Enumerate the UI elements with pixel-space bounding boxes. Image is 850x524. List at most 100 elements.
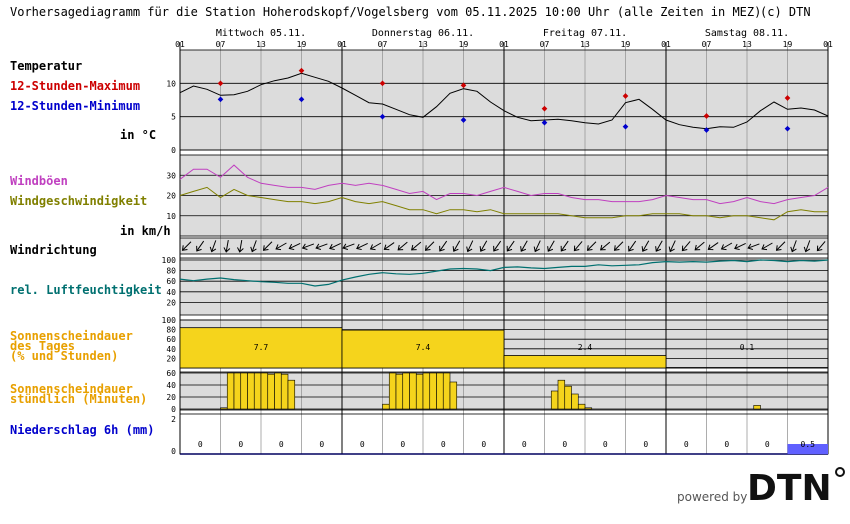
sunshine-hourly-bar xyxy=(442,372,451,410)
max-label: 12-Stunden-Maximum xyxy=(10,79,140,93)
sunshine-hourly-bar xyxy=(220,407,228,410)
wind-arrow xyxy=(573,241,583,252)
sunshine-hourly-bar xyxy=(571,393,579,410)
precip-value: 0 xyxy=(684,440,689,449)
precip-value: 0 xyxy=(562,440,567,449)
panel-frame xyxy=(179,257,829,316)
wind-arrow-head xyxy=(196,245,202,252)
wind-arrow-shaft xyxy=(669,240,676,252)
wind-arrow-head xyxy=(694,244,701,251)
sunshine-daily-value: 7.7 xyxy=(254,343,269,352)
wind-arrow-shaft xyxy=(587,241,597,251)
sun-daily-label-1: Sonnenscheindauer xyxy=(10,329,133,343)
wind-arrow-shaft xyxy=(356,243,368,249)
precip-value: 0 xyxy=(400,440,405,449)
wind-arrow-head xyxy=(479,246,486,252)
wind-arrow-shaft xyxy=(302,243,315,249)
y-tick-label: 20 xyxy=(166,393,176,402)
sunshine-hourly-bar xyxy=(449,381,458,410)
y-tick-label: 30 xyxy=(166,171,176,180)
sunshine-daily-bar xyxy=(341,329,505,369)
min-point xyxy=(703,127,710,133)
precip-value: 0 xyxy=(643,440,648,449)
max-point xyxy=(298,67,305,74)
y-tick-label: 60 xyxy=(166,335,176,344)
wind-arrow-shaft xyxy=(547,240,555,252)
wind-arrow-shaft xyxy=(776,241,786,251)
time-tick-label: 07 xyxy=(702,40,712,49)
sunshine-hourly-bar xyxy=(409,372,417,410)
wind-arrow-shaft xyxy=(506,240,515,252)
y-tick-label: 80 xyxy=(166,267,176,276)
wind-arrow xyxy=(520,240,528,252)
wind-arrow xyxy=(452,240,461,252)
wind-arrow xyxy=(775,241,786,251)
wind-arrow-head xyxy=(761,244,768,251)
wind-arrow-head xyxy=(181,245,188,251)
sunshine-hourly-bar xyxy=(388,372,397,410)
time-tick-label: 19 xyxy=(459,40,469,49)
sun-daily-label-3: (% und Stunden) xyxy=(10,349,118,363)
wind-arrow xyxy=(628,240,637,252)
wind-arrow-head xyxy=(707,244,714,251)
wind-arrow xyxy=(288,243,301,251)
max-point xyxy=(622,93,629,99)
y-tick-label: 40 xyxy=(166,288,176,297)
wind-line xyxy=(179,186,828,221)
wind-arrow-head xyxy=(506,245,513,252)
sunshine-daily-bar xyxy=(179,327,343,369)
wind-arrow-head xyxy=(411,244,417,251)
precip-value: 0 xyxy=(603,440,608,449)
wind-arrow xyxy=(694,241,705,251)
wind-arrow-head xyxy=(383,244,390,251)
sunshine-hourly-bar xyxy=(584,407,593,410)
wind-arrow-shaft xyxy=(655,240,663,252)
wind-arrow-shaft xyxy=(791,240,797,252)
wind-arrow-head xyxy=(641,246,648,252)
wind-arrow-head xyxy=(586,245,593,251)
wind-arrow-head xyxy=(209,246,217,253)
precip-value: 0 xyxy=(441,440,446,449)
wind-arrow xyxy=(547,240,555,252)
chart-title: Vorhersagediagramm für die Station Hoher… xyxy=(10,5,761,19)
wind-arrow-shaft xyxy=(614,241,624,251)
gust-label: Windböen xyxy=(10,174,68,188)
wind-arrow xyxy=(586,241,597,251)
sunshine-daily-value: 0.1 xyxy=(740,343,755,352)
time-tick-label: 19 xyxy=(783,40,793,49)
max-point xyxy=(703,113,710,119)
y-tick-label: 40 xyxy=(166,345,176,354)
day-label: Donnerstag 06.11. xyxy=(372,28,474,39)
wind-arrow xyxy=(747,243,760,250)
wind-arrow-head xyxy=(720,244,727,251)
wind-arrow-head xyxy=(315,243,322,250)
sunshine-hourly-bar xyxy=(564,385,572,410)
min-point xyxy=(541,119,548,126)
wind-arrow-head xyxy=(329,243,335,251)
wind-arrow-shaft xyxy=(315,243,328,249)
wind-arrow-head xyxy=(275,244,282,251)
wind-arrow xyxy=(668,240,676,253)
sunshine-hourly-bar xyxy=(395,373,404,410)
humidity-line xyxy=(179,259,829,287)
wind-arrow-shaft xyxy=(534,240,541,252)
sunshine-daily-bar xyxy=(503,355,667,369)
wind-arrow xyxy=(250,240,257,253)
wind-arrow xyxy=(479,240,488,252)
wind-arrow xyxy=(720,242,733,251)
y-tick-label: 20 xyxy=(166,298,176,307)
wind-arrow-head xyxy=(452,246,459,252)
sun-hourly-label-1: Sonnenscheindauer xyxy=(10,382,133,396)
copyright: (c) DTN xyxy=(760,5,811,19)
wind-arrow-shaft xyxy=(721,242,733,250)
precip-value: 0 xyxy=(279,440,284,449)
wind-arrow-shaft xyxy=(708,242,719,250)
wind-arrow-shaft xyxy=(439,240,448,252)
sunshine-hourly-bar xyxy=(260,372,269,410)
wind-arrow-head xyxy=(439,245,445,252)
max-point xyxy=(784,95,791,101)
sunshine-hourly-bar xyxy=(253,372,262,410)
wind-arrow xyxy=(600,241,611,251)
wind-arrow-head xyxy=(397,244,404,251)
